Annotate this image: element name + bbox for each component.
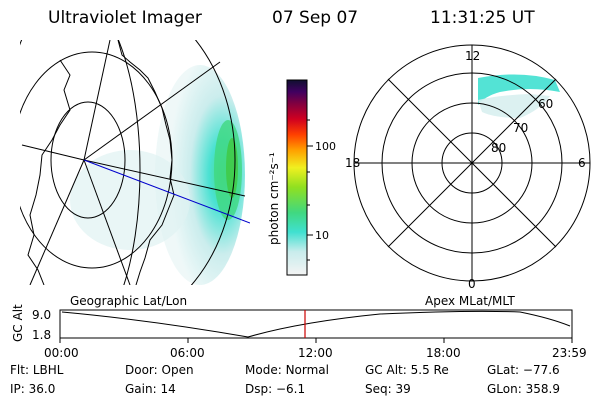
alt-ytick-min: 1.8 (32, 328, 51, 342)
mlt-label-12: 12 (465, 49, 480, 63)
mlat-label-80: 80 (491, 141, 506, 155)
mlat-label-60: 60 (538, 97, 553, 111)
info-mode: Mode: Normal (245, 363, 329, 377)
info-flt: Flt: LBHL (10, 363, 64, 377)
altitude-plot: 9.0 1.8 GC Alt 00:00 06:00 12:00 18:00 2… (11, 304, 587, 360)
geographic-map (20, 40, 250, 285)
colorbar-label: photon cm⁻²s⁻¹ (267, 152, 281, 245)
colorbar-tick-100: 100 (315, 140, 336, 153)
colorbar: 100 10 photon cm⁻²s⁻¹ (267, 79, 336, 276)
mlt-label-18: 18 (345, 156, 360, 170)
info-glon: GLon: 358.9 (487, 382, 560, 396)
info-glat: GLat: −77.6 (487, 363, 560, 377)
colorbar-tick-10: 10 (315, 229, 329, 242)
info-door: Door: Open (125, 363, 194, 377)
altitude-curve (61, 310, 571, 338)
alt-xtick-2: 12:00 (298, 346, 333, 360)
info-gc-alt: GC Alt: 5.5 Re (365, 363, 449, 377)
info-ip: IP: 36.0 (10, 382, 56, 396)
polar-caption: Apex MLat/MLT (425, 294, 515, 308)
date-label: 07 Sep 07 (272, 8, 359, 28)
app-title: Ultraviolet Imager (48, 8, 202, 28)
track-line (83, 159, 250, 224)
time-label: 11:31:25 UT (430, 8, 535, 28)
mlt-label-0: 0 (468, 277, 476, 291)
polar-plot: 12 18 6 0 60 70 80 (345, 44, 591, 291)
alt-xtick-3: 18:00 (426, 346, 461, 360)
info-gain: Gain: 14 (125, 382, 176, 396)
alt-xtick-4: 23:59 (552, 346, 587, 360)
info-dsp: Dsp: −6.1 (245, 382, 306, 396)
alt-xtick-1: 06:00 (170, 346, 205, 360)
alt-ylabel: GC Alt (11, 304, 25, 342)
info-seq: Seq: 39 (365, 382, 411, 396)
aurora-emission-polar (478, 74, 560, 105)
mlt-label-6: 6 (578, 156, 586, 170)
geographic-caption: Geographic Lat/Lon (70, 294, 187, 308)
mlat-label-70: 70 (513, 121, 528, 135)
alt-xtick-0: 00:00 (44, 346, 79, 360)
alt-ytick-max: 9.0 (32, 308, 51, 322)
